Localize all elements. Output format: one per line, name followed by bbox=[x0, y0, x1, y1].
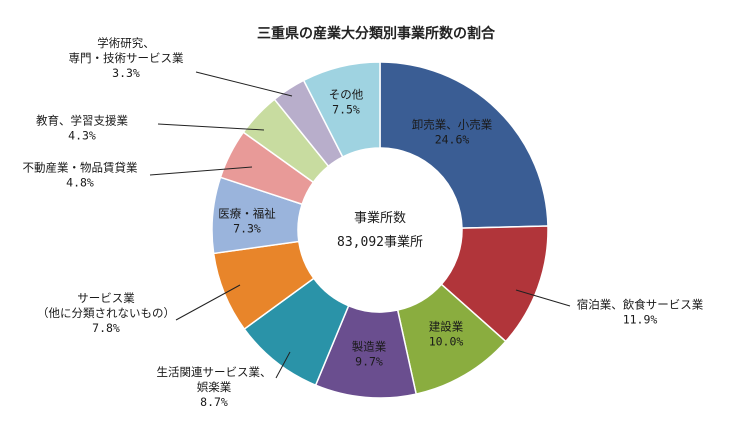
leader-line-4 bbox=[275, 351, 291, 379]
leader-line-1 bbox=[515, 289, 571, 307]
slice-label-10-line-0: その他 bbox=[329, 88, 364, 102]
slice-label-3-line-0: 製造業 bbox=[352, 340, 387, 354]
slice-value-10: 7.5% bbox=[332, 103, 360, 117]
slice-value-0: 24.6% bbox=[435, 133, 470, 147]
donut-slices bbox=[211, 61, 549, 399]
leader-line-8 bbox=[157, 123, 265, 131]
slice-label-8-line-0: 教育、学習支援業 bbox=[36, 114, 128, 128]
slice-value-2: 10.0% bbox=[429, 335, 464, 349]
slice-value-6: 7.3% bbox=[233, 222, 261, 236]
slice-label-1-line-0: 宿泊業、飲食サービス業 bbox=[577, 298, 704, 312]
slice-value-4: 8.7% bbox=[200, 395, 228, 409]
slice-label-9-line-0: 学術研究、 bbox=[97, 36, 155, 50]
slice-value-5: 7.8% bbox=[92, 321, 120, 335]
leader-lines bbox=[149, 71, 571, 379]
slice-value-3: 9.7% bbox=[355, 355, 383, 369]
slice-label-9-line-1: 専門・技術サービス業 bbox=[69, 51, 184, 65]
slice-10 bbox=[302, 61, 381, 158]
slice-label-6-line-0: 医療・福祉 bbox=[218, 207, 276, 221]
center-label-count: 83,092事業所 bbox=[337, 234, 423, 250]
slice-label-5-line-1: （他に分類されないもの） bbox=[37, 306, 175, 320]
slice-label-7-line-0: 不動産業・物品賃貸業 bbox=[23, 161, 138, 175]
slice-0 bbox=[379, 61, 549, 229]
leader-line-9 bbox=[195, 71, 293, 97]
center-label-title: 事業所数 bbox=[354, 210, 406, 226]
leader-line-5 bbox=[175, 284, 241, 321]
slice-label-2-line-0: 建設業 bbox=[429, 320, 464, 334]
slice-label-0-line-0: 卸売業、小売業 bbox=[412, 118, 493, 132]
leader-line-7 bbox=[149, 166, 253, 176]
slice-label-5-line-0: サービス業 bbox=[77, 291, 135, 305]
slice-value-9: 3.3% bbox=[112, 66, 140, 80]
slice-value-7: 4.8% bbox=[66, 176, 94, 190]
slice-value-1: 11.9% bbox=[623, 313, 658, 327]
slice-label-4-line-0: 生活関連サービス業、 bbox=[157, 365, 272, 379]
slice-label-4-line-1: 娯楽業 bbox=[197, 380, 232, 394]
chart-title: 三重県の産業大分類別事業所数の割合 bbox=[257, 25, 496, 42]
slice-value-8: 4.3% bbox=[68, 129, 96, 143]
